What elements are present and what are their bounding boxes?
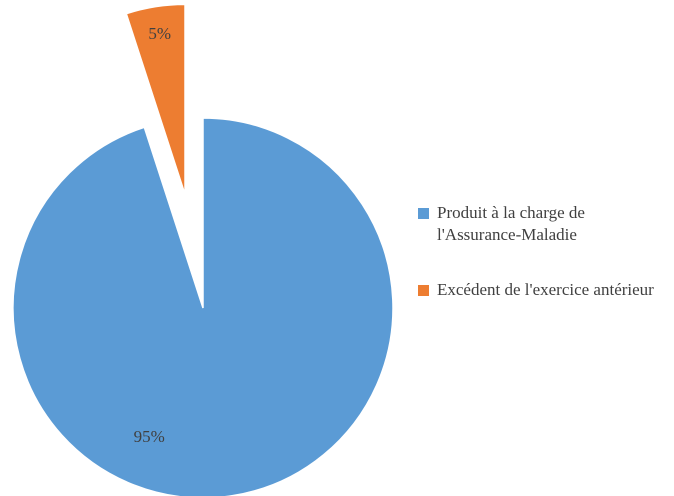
data-label: 95% bbox=[134, 427, 165, 446]
legend-label: Produit à la charge de l'Assurance-Malad… bbox=[437, 203, 585, 244]
legend-swatch bbox=[418, 285, 429, 296]
legend-item: Excédent de l'exercice antérieur bbox=[418, 279, 668, 301]
legend-label: Excédent de l'exercice antérieur bbox=[437, 280, 654, 299]
data-label: 5% bbox=[148, 24, 171, 43]
legend-swatch bbox=[418, 208, 429, 219]
pie-slice bbox=[125, 3, 186, 195]
pie-slice bbox=[12, 117, 394, 496]
legend-item: Produit à la charge de l'Assurance-Malad… bbox=[418, 202, 668, 246]
